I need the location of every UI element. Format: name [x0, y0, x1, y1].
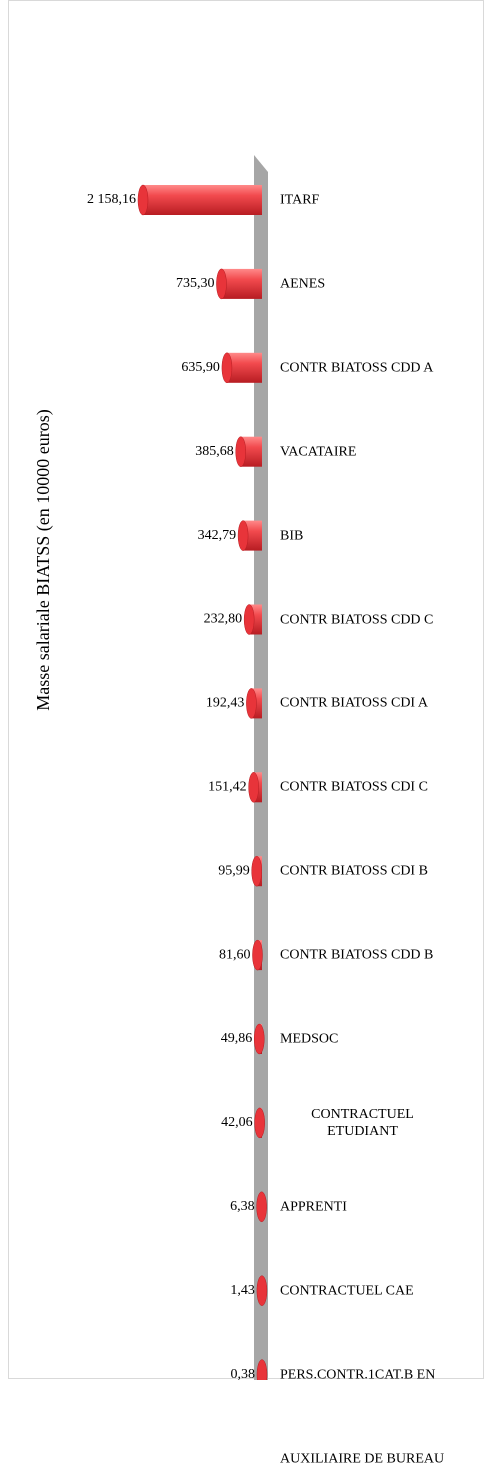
category-label: PERS.CONTR.1CAT.B EN [280, 1366, 435, 1383]
category-label: CONTR BIATOSS CDI B [280, 863, 428, 880]
category-label: MEDSOC [280, 1031, 338, 1048]
value-label: 385,68 [195, 444, 234, 459]
category-label: BIB [280, 527, 303, 544]
bar-cap [244, 605, 254, 635]
bar-cap [236, 437, 246, 467]
value-label: 0,38 [230, 1367, 255, 1380]
bar-cap [222, 353, 232, 383]
value-label: 635,90 [181, 360, 220, 375]
category-label: CONTR BIATOSS CDI C [280, 779, 428, 796]
bar [254, 1024, 264, 1054]
category-label: ITARF [280, 192, 319, 209]
category-label: CONTRACTUEL ETUDIANT [280, 1106, 445, 1140]
category-label: CONTR BIATOSS CDI A [280, 695, 428, 712]
value-label: 1,43 [230, 1283, 255, 1298]
bar [252, 856, 262, 886]
value-label: 42,06 [221, 1115, 253, 1130]
value-label: 232,80 [204, 612, 243, 627]
category-label: CONTR BIATOSS CDD B [280, 947, 433, 964]
bar-cap [216, 269, 226, 299]
category-label: CONTR BIATOSS CDD A [280, 359, 433, 376]
bar [249, 772, 262, 802]
value-label: 49,86 [221, 1031, 253, 1046]
axis-title: Masse salariale BIATSS (en 10000 euros) [33, 409, 54, 710]
category-label: CONTRACTUEL CAE [280, 1282, 414, 1299]
category-label: AENES [280, 275, 325, 292]
value-label: 6,38 [230, 1199, 255, 1214]
bar [246, 688, 262, 718]
bar-cap [255, 1108, 265, 1138]
bar-cap [249, 772, 259, 802]
value-label: 151,42 [208, 780, 247, 795]
bar-cap [246, 688, 256, 718]
category-label: CONTR BIATOSS CDD C [280, 611, 433, 628]
value-label: 81,60 [219, 947, 251, 962]
value-label: 95,99 [218, 863, 250, 878]
page: Masse salariale BIATSS (en 10000 euros) … [0, 0, 485, 1380]
bar-body [227, 353, 262, 383]
category-label: AUXILIAIRE DE BUREAU [280, 1450, 444, 1467]
bar [257, 1192, 267, 1222]
bar [216, 269, 262, 299]
bar-cap [138, 185, 148, 215]
chart: Masse salariale BIATSS (en 10000 euros) … [0, 0, 485, 1380]
value-label: 2 158,16 [87, 192, 136, 207]
bar-cap [253, 940, 263, 970]
bar [222, 353, 262, 383]
bar-cap [252, 856, 262, 886]
category-label: VACATAIRE [280, 443, 356, 460]
bar-cap [257, 1276, 267, 1306]
bar-cap [254, 1024, 264, 1054]
value-label: 192,43 [206, 696, 245, 711]
bar-cap [257, 1192, 267, 1222]
bar [257, 1276, 267, 1306]
bar-cap [238, 521, 248, 551]
bar [138, 185, 262, 215]
category-label: APPRENTI [280, 1198, 347, 1215]
bar [255, 1108, 265, 1138]
value-label: 735,30 [176, 276, 215, 291]
bar-body [221, 269, 262, 299]
value-label: 342,79 [198, 528, 237, 543]
bar [236, 437, 262, 467]
bar-body [143, 185, 262, 215]
bar [253, 940, 263, 970]
bar [238, 521, 262, 551]
bar [244, 605, 262, 635]
